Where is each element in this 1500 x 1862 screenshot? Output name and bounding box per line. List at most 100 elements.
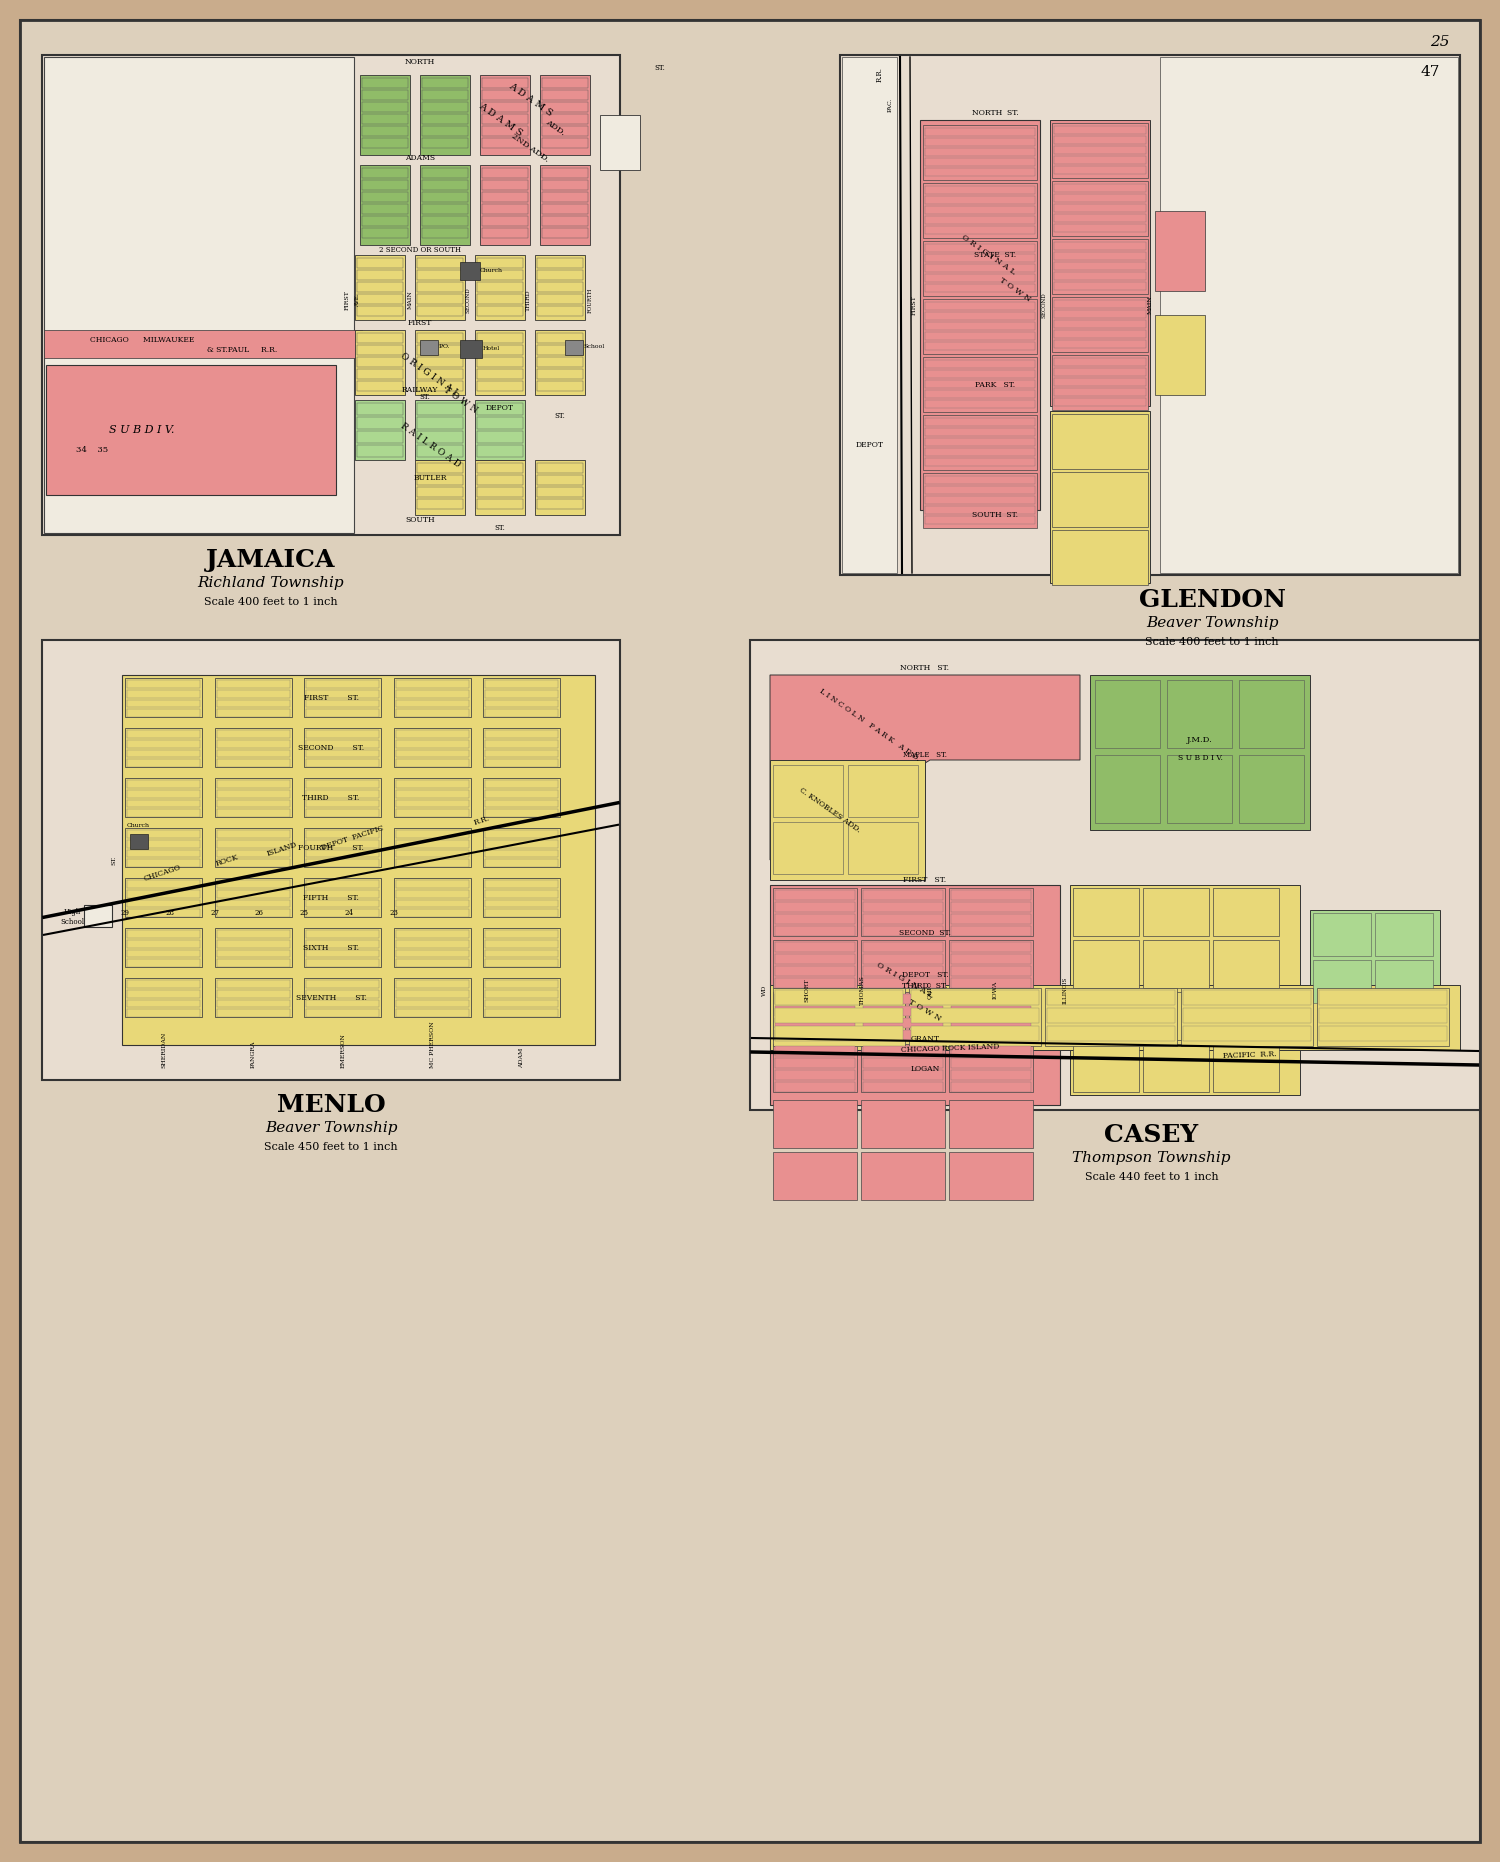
Bar: [542, 227, 588, 238]
Bar: [1054, 263, 1146, 270]
Bar: [486, 730, 558, 737]
Text: ST.: ST.: [419, 393, 430, 400]
Bar: [770, 985, 1460, 1050]
Bar: [477, 333, 524, 343]
Bar: [362, 168, 408, 179]
Bar: [926, 428, 1035, 436]
Bar: [950, 992, 1034, 1041]
Text: Church: Church: [128, 823, 150, 829]
Bar: [216, 700, 290, 708]
Bar: [486, 929, 558, 938]
Bar: [417, 305, 464, 317]
Bar: [922, 415, 1036, 469]
Bar: [920, 119, 1040, 510]
Text: ST.: ST.: [111, 855, 117, 864]
Text: SECOND: SECOND: [1041, 292, 1047, 318]
Bar: [417, 259, 464, 268]
Bar: [396, 929, 470, 938]
Bar: [1143, 1045, 1209, 1091]
Bar: [926, 371, 1035, 378]
Bar: [417, 464, 464, 473]
Bar: [477, 464, 524, 473]
Bar: [476, 400, 525, 460]
Bar: [1155, 315, 1204, 395]
Bar: [486, 909, 558, 916]
Bar: [542, 138, 588, 147]
Bar: [420, 166, 470, 246]
Bar: [861, 1153, 945, 1199]
Bar: [417, 499, 464, 508]
Bar: [1047, 1007, 1174, 1022]
Bar: [483, 778, 561, 817]
Bar: [1054, 194, 1146, 201]
Bar: [216, 991, 290, 998]
Bar: [922, 240, 1036, 296]
Text: THIRD   ST.: THIRD ST.: [903, 981, 948, 991]
Bar: [356, 400, 405, 460]
Bar: [477, 445, 524, 456]
Bar: [477, 417, 524, 428]
Text: T O W N: T O W N: [908, 998, 944, 1022]
Bar: [304, 678, 381, 717]
Bar: [394, 829, 471, 868]
Bar: [128, 959, 200, 966]
Bar: [128, 789, 200, 797]
Bar: [862, 1071, 944, 1080]
Bar: [477, 259, 524, 268]
Bar: [951, 994, 1030, 1004]
Bar: [124, 978, 202, 1017]
Bar: [216, 680, 290, 687]
Bar: [1054, 300, 1146, 307]
Bar: [922, 473, 1036, 529]
Bar: [862, 994, 944, 1004]
Text: S U B D I V.: S U B D I V.: [1178, 754, 1222, 762]
Bar: [1214, 1045, 1280, 1091]
Bar: [862, 914, 944, 924]
Bar: [216, 849, 290, 857]
Bar: [417, 430, 464, 443]
Text: & ST.PAUL     R.R.: & ST.PAUL R.R.: [207, 346, 278, 354]
Bar: [360, 166, 410, 246]
Bar: [861, 1045, 945, 1091]
Bar: [306, 789, 380, 797]
Bar: [1054, 205, 1146, 212]
Bar: [216, 840, 290, 847]
Text: IOWA: IOWA: [993, 981, 998, 1000]
Text: 2ND ADD.: 2ND ADD.: [510, 132, 550, 164]
Text: SEVENTH        ST.: SEVENTH ST.: [296, 994, 366, 1002]
Bar: [422, 205, 468, 214]
Bar: [1184, 1026, 1311, 1041]
Bar: [357, 294, 404, 304]
Bar: [542, 192, 588, 201]
Bar: [214, 927, 291, 966]
Bar: [396, 760, 470, 767]
Text: NORTH: NORTH: [405, 58, 435, 65]
Text: School: School: [584, 344, 604, 350]
Bar: [216, 959, 290, 966]
Bar: [216, 709, 290, 717]
Bar: [357, 358, 404, 367]
Text: ROCK: ROCK: [214, 853, 240, 868]
Bar: [357, 417, 404, 428]
Bar: [542, 216, 588, 225]
Bar: [926, 253, 1035, 263]
Bar: [124, 879, 202, 916]
Text: EMERSON: EMERSON: [340, 1033, 345, 1069]
Bar: [926, 400, 1035, 408]
Bar: [216, 750, 290, 758]
Text: T O W N: T O W N: [441, 385, 479, 415]
Bar: [422, 138, 468, 147]
Bar: [357, 445, 404, 456]
Bar: [306, 991, 380, 998]
Bar: [214, 778, 291, 817]
Bar: [1318, 1026, 1448, 1041]
Bar: [1054, 320, 1146, 328]
Bar: [476, 255, 525, 320]
Bar: [542, 205, 588, 214]
Text: 28: 28: [165, 909, 174, 916]
Bar: [1318, 991, 1448, 1005]
Bar: [306, 1009, 380, 1017]
Bar: [1052, 356, 1148, 410]
Bar: [861, 992, 945, 1041]
Bar: [537, 294, 584, 304]
